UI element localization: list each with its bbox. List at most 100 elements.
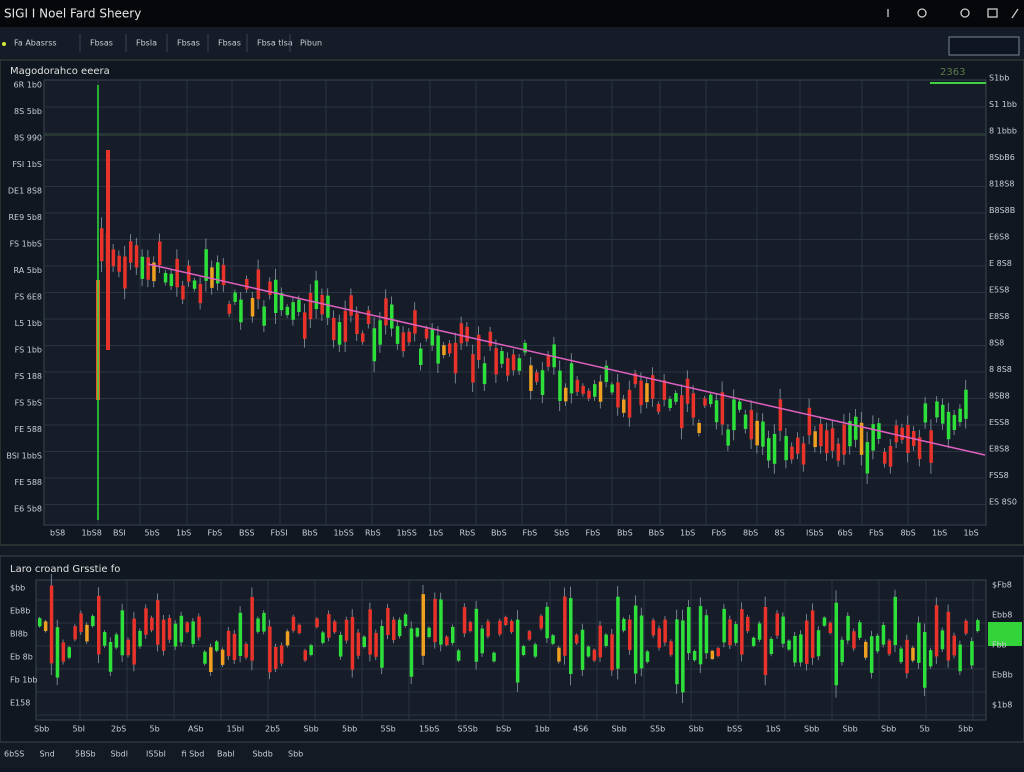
candle — [344, 619, 349, 641]
candle — [749, 410, 754, 440]
footer-label[interactable]: Sbb — [288, 750, 303, 759]
candle — [250, 597, 254, 661]
x-tick-label: BbS — [302, 529, 318, 538]
y-tick-label: 8S 5bb — [14, 107, 42, 116]
candle — [453, 342, 458, 374]
toolbar-tab[interactable]: Pibun — [300, 39, 322, 48]
candle — [486, 621, 490, 637]
candle — [179, 615, 184, 643]
candle — [442, 345, 446, 356]
candle — [355, 313, 359, 335]
candle — [468, 622, 473, 632]
candle — [746, 616, 750, 632]
x-tick-label: 5b — [920, 725, 930, 734]
candle — [793, 635, 797, 663]
y-tick-label: FS 1bb — [15, 346, 42, 355]
candle — [864, 641, 868, 658]
candle — [156, 600, 160, 645]
candle — [807, 407, 812, 436]
toolbar-tab[interactable]: Fbsla — [136, 39, 157, 48]
candle — [362, 636, 366, 647]
candle — [574, 634, 579, 644]
y-tick-label: FSS8 — [989, 471, 1009, 480]
y-tick-label: RE9 5b8 — [8, 213, 42, 222]
footer-label[interactable]: Babl — [217, 750, 235, 759]
candle — [552, 344, 556, 368]
plot-area — [43, 79, 987, 526]
candle — [390, 304, 394, 329]
candle — [772, 434, 777, 464]
candle — [356, 632, 361, 656]
x-tick-label: bS8 — [50, 529, 65, 538]
x-tick-label: 1bS — [428, 529, 443, 538]
candle — [858, 622, 862, 638]
candle — [767, 438, 771, 461]
toolbar-tab[interactable]: Fbsas — [218, 39, 241, 48]
candle — [38, 618, 42, 627]
candle — [238, 612, 243, 656]
candle — [158, 241, 162, 266]
candle — [917, 437, 922, 460]
y-tick-label: 8 1bbb — [989, 127, 1017, 136]
candle — [439, 599, 443, 645]
candle — [539, 615, 543, 629]
candle — [958, 408, 962, 423]
candle — [740, 609, 744, 655]
y-tick-label: S1bb — [989, 74, 1009, 83]
toolbar-button[interactable] — [948, 36, 1020, 56]
candle — [368, 609, 372, 655]
candle — [569, 598, 573, 674]
footer-label[interactable]: Sbdl — [111, 750, 128, 759]
candle — [401, 332, 406, 352]
footer-label[interactable]: 6bSS — [4, 750, 24, 759]
toolbar-tab[interactable]: Fbsas — [177, 39, 200, 48]
candle — [163, 272, 168, 283]
footer-label[interactable]: Sbdb — [253, 750, 273, 759]
candle — [846, 615, 850, 641]
toolbar-tab[interactable]: Fbsas — [90, 39, 113, 48]
x-tick-label: BbS — [617, 529, 633, 538]
footer-label[interactable]: IS5bl — [146, 750, 166, 759]
y-tick-label: B8S8B — [989, 206, 1015, 215]
footer-label[interactable]: 5BSb — [75, 750, 96, 759]
candle — [451, 626, 455, 643]
candle — [204, 249, 208, 281]
candle — [169, 273, 174, 287]
x-tick-label: Sbb — [689, 725, 704, 734]
y-tick-label: FSI 1bS — [12, 160, 42, 169]
candle — [415, 628, 420, 637]
y-tick-label: 6R 1b0 — [14, 81, 42, 90]
candle — [477, 334, 481, 361]
candle — [799, 634, 803, 663]
candle — [366, 310, 371, 324]
candle — [787, 640, 791, 650]
candle — [91, 615, 95, 627]
candle — [102, 632, 107, 646]
title-bar — [0, 0, 1024, 27]
candle — [581, 385, 585, 394]
candle — [656, 404, 661, 412]
candle — [692, 651, 697, 661]
candle — [928, 650, 933, 667]
candle — [117, 255, 121, 272]
toolbar-tab[interactable]: Fbsa tlsa — [257, 39, 293, 48]
candle — [350, 616, 355, 670]
candle — [704, 615, 709, 654]
y-tick-label: E8S8 — [989, 445, 1009, 454]
footer-label[interactable]: fi Sbd — [182, 750, 205, 759]
toolbar-tab[interactable]: Fa Abasrss — [14, 39, 57, 48]
x-tick-label: 8S — [775, 529, 785, 538]
candle — [403, 614, 408, 626]
candle — [801, 443, 806, 465]
y-tick-label: E 8S8 — [989, 259, 1012, 268]
footer-label[interactable]: Snd — [40, 750, 55, 759]
candle — [262, 306, 266, 326]
price-tag — [988, 622, 1022, 646]
candle — [303, 650, 307, 661]
candle — [669, 641, 673, 655]
candle — [233, 292, 237, 302]
candle — [100, 228, 104, 262]
candle — [274, 646, 278, 669]
candle — [471, 354, 475, 383]
